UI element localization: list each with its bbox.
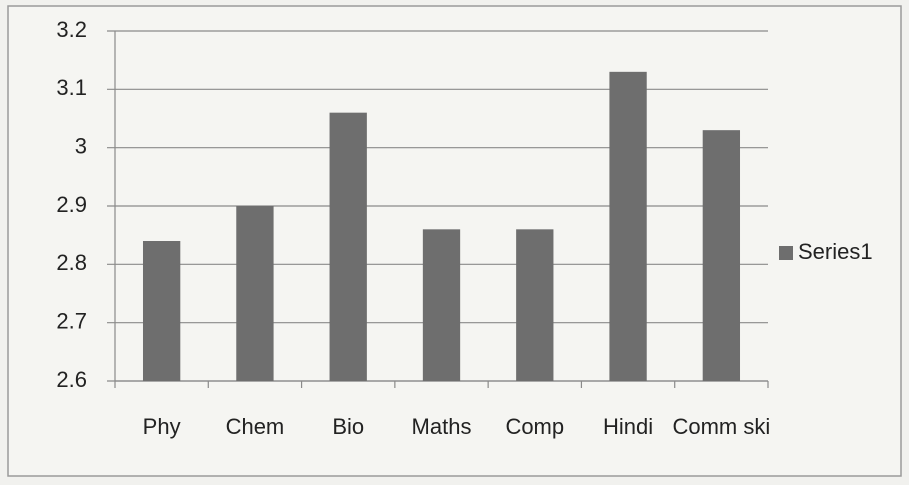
x-tick-label: Hindi	[603, 414, 653, 439]
x-tick-label: Phy	[143, 414, 181, 439]
y-tick-label: 2.8	[56, 250, 87, 275]
x-tick-label: Maths	[412, 414, 472, 439]
x-tick-label: Bio	[332, 414, 364, 439]
y-tick-label: 3	[75, 133, 87, 158]
x-tick-label: Chem	[226, 414, 285, 439]
bar	[516, 229, 554, 381]
x-tick-label: Comp	[505, 414, 564, 439]
bar	[702, 130, 741, 381]
bar	[422, 229, 461, 381]
y-tick-label: 3.2	[56, 17, 87, 42]
bar	[329, 112, 367, 382]
y-tick-label: 3.1	[56, 75, 87, 100]
legend-label: Series1	[798, 239, 873, 264]
y-tick-label: 2.7	[56, 308, 87, 333]
bar	[609, 71, 647, 381]
legend-swatch	[779, 246, 793, 260]
bar	[142, 241, 181, 381]
bar	[236, 206, 274, 381]
x-tick-label: Comm ski	[672, 414, 770, 439]
y-tick-label: 2.6	[56, 367, 87, 392]
y-tick-label: 2.9	[56, 192, 87, 217]
